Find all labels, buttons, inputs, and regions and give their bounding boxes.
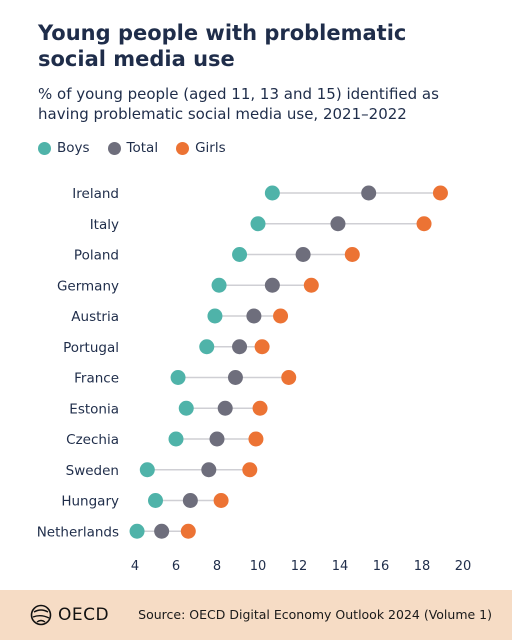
- dot-girls: [254, 339, 270, 355]
- category-label: Netherlands: [37, 524, 119, 540]
- x-tick-label: 10: [250, 559, 267, 574]
- category-label: Ireland: [72, 186, 119, 202]
- dot-total: [264, 277, 280, 293]
- oecd-logo: OECD: [30, 604, 109, 626]
- category-label: Poland: [74, 248, 119, 264]
- dot-girls: [281, 370, 297, 385]
- dot-boys: [207, 308, 223, 324]
- x-tick-label: 8: [213, 559, 221, 574]
- legend-dot-girls: [176, 141, 190, 155]
- x-tick-label: 12: [291, 559, 308, 574]
- legend-item-boys: Boys: [38, 140, 90, 156]
- dot-boys: [168, 431, 184, 447]
- x-tick-label: 18: [414, 559, 431, 574]
- category-label: Germany: [57, 278, 119, 294]
- dot-total: [217, 400, 233, 416]
- chart-title: Young people with problematic social med…: [38, 21, 407, 71]
- category-label: Portugal: [63, 340, 119, 356]
- dot-boys: [129, 523, 145, 539]
- x-tick-label: 14: [332, 559, 349, 574]
- dot-boys: [178, 400, 194, 416]
- oecd-logo-text: OECD: [58, 605, 110, 625]
- chart-subtitle: % of young people (aged 11, 13 and 15) i…: [38, 85, 439, 123]
- dot-total: [154, 523, 170, 539]
- dot-boys: [264, 185, 280, 201]
- x-tick-label: 20: [455, 559, 472, 574]
- legend-item-total: Total: [107, 140, 159, 156]
- legend-dot-total: [107, 141, 121, 155]
- source-note: Source: OECD Digital Economy Outlook 202…: [138, 607, 492, 622]
- dot-girls: [242, 462, 258, 478]
- x-tick-label: 6: [172, 559, 180, 574]
- legend-item-girls: Girls: [176, 140, 226, 156]
- dot-girls: [252, 400, 268, 416]
- dot-girls: [303, 277, 319, 293]
- category-label: Italy: [90, 217, 119, 233]
- category-label: Austria: [71, 309, 119, 325]
- dot-girls: [213, 493, 229, 508]
- oecd-globe-icon: [30, 604, 52, 626]
- category-label: France: [74, 371, 119, 387]
- dot-total: [246, 308, 262, 324]
- dot-total: [361, 185, 377, 201]
- dot-total: [295, 247, 311, 262]
- dot-boys: [148, 493, 163, 508]
- legend-label-total: Total: [126, 140, 159, 156]
- dot-total: [227, 370, 243, 385]
- dot-total: [232, 339, 248, 355]
- dot-girls: [180, 523, 196, 539]
- dot-total: [182, 493, 198, 508]
- dot-girls: [248, 431, 264, 447]
- dot-boys: [232, 247, 248, 262]
- legend-label-boys: Boys: [57, 140, 90, 156]
- legend: Boys Total Girls: [38, 139, 244, 157]
- dot-girls: [273, 308, 289, 324]
- dot-boys: [211, 277, 227, 293]
- dot-boys: [250, 216, 266, 232]
- legend-dot-boys: [38, 141, 51, 155]
- dot-total: [330, 216, 346, 232]
- x-tick-label: 4: [131, 559, 139, 574]
- dot-total: [201, 462, 217, 478]
- category-label: Estonia: [69, 401, 119, 417]
- dot-boys: [139, 462, 155, 478]
- category-label: Sweden: [66, 463, 119, 479]
- dot-boys: [199, 339, 215, 355]
- footer: OECD Source: OECD Digital Economy Outloo…: [0, 590, 512, 640]
- dot-total: [209, 431, 225, 447]
- dot-girls: [416, 216, 432, 232]
- dot-boys: [170, 370, 186, 385]
- category-label: Hungary: [61, 494, 119, 510]
- x-tick-label: 16: [373, 559, 390, 574]
- category-label: Czechia: [66, 432, 119, 448]
- legend-label-girls: Girls: [195, 140, 226, 156]
- dot-girls: [432, 185, 448, 201]
- dot-plot-chart: Ireland Italy Poland Germany Austria Portugal…: [37, 185, 472, 574]
- dot-girls: [344, 247, 360, 262]
